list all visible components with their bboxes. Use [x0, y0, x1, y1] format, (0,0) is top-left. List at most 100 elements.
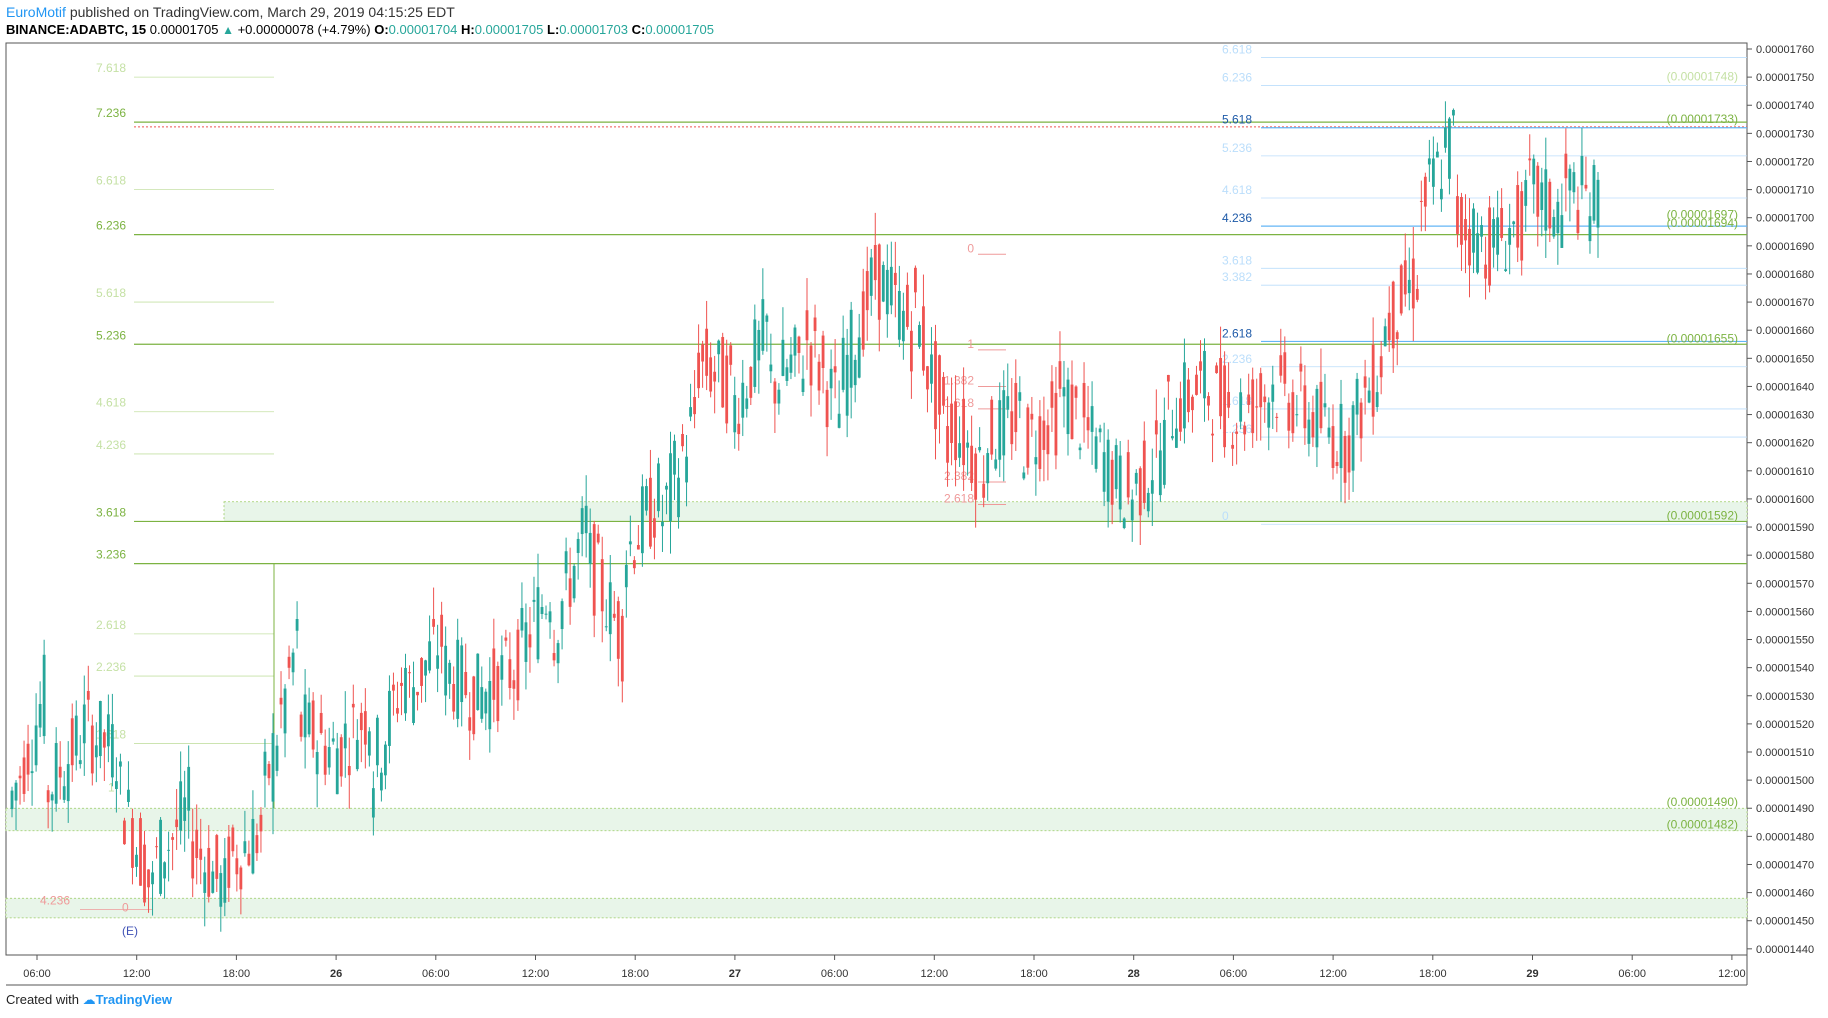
candle-body: [532, 599, 536, 602]
candle-body: [1331, 426, 1335, 468]
price-level-label: (0.00001490): [1667, 795, 1738, 809]
candle-body: [1006, 396, 1010, 410]
candle-body: [404, 667, 407, 714]
candle-body: [1347, 435, 1351, 473]
price-change: +0.00000078 (+4.79%): [237, 22, 371, 37]
candle-body: [347, 766, 351, 776]
candle-body: [600, 559, 604, 612]
candle-body: [926, 366, 929, 390]
candle-body: [725, 355, 729, 424]
candle-body: [1263, 396, 1267, 403]
candle-body: [877, 244, 881, 320]
candle-body: [1018, 392, 1022, 401]
x-tick-label: 12:00: [921, 968, 949, 980]
candle-body: [693, 396, 696, 415]
candle-body: [677, 477, 680, 518]
fib-mid-label: 2.382: [944, 469, 974, 483]
candle-body: [291, 652, 295, 673]
candle-body: [757, 329, 761, 361]
candle-body: [749, 366, 753, 398]
candle-body: [58, 766, 62, 778]
candle-body: [1383, 326, 1387, 347]
candle-body: [930, 354, 933, 384]
fib-level-label: 6.618: [96, 174, 126, 188]
price-level-label: (0.00001733): [1667, 112, 1738, 126]
event-marker: (E): [122, 924, 138, 938]
candle-body: [327, 747, 331, 768]
candle-body: [106, 714, 110, 747]
y-tick-label: 0.00001710: [1756, 185, 1814, 197]
candle-body: [1339, 403, 1343, 469]
x-tick-label: 27: [729, 968, 741, 980]
candle-body: [881, 264, 885, 302]
price-level-label: (0.00001592): [1667, 508, 1738, 522]
candle-body: [1532, 158, 1536, 185]
candle-body: [102, 732, 106, 748]
candle-body: [267, 763, 271, 779]
candle-body: [271, 733, 275, 802]
candle-body: [1584, 184, 1588, 189]
candle-body: [1484, 264, 1487, 279]
candle-body: [865, 271, 869, 311]
candle-body: [151, 872, 154, 885]
candle-body: [954, 401, 957, 461]
candle-body: [914, 267, 917, 293]
candle-body: [392, 684, 395, 691]
candle-body: [1500, 208, 1504, 238]
x-tick-label: 06:00: [422, 968, 450, 980]
candle-body: [817, 361, 821, 391]
x-tick-label: 18:00: [1419, 968, 1447, 980]
candle-body: [628, 541, 632, 545]
candle-body: [1166, 374, 1170, 382]
candle-body: [82, 704, 86, 744]
candle-body: [375, 717, 379, 766]
candle-body: [74, 715, 78, 756]
candle-body: [1476, 233, 1479, 273]
candle-body: [1423, 176, 1427, 207]
candle-body: [1211, 433, 1214, 436]
candle-body: [468, 717, 472, 731]
tradingview-brand[interactable]: TradingView: [95, 992, 172, 1007]
candle-body: [1050, 381, 1054, 408]
x-tick-label: 12:00: [1718, 968, 1746, 980]
candle-body: [167, 849, 171, 851]
candle-body: [416, 691, 419, 696]
publish-info: EuroMotif published on TradingView.com, …: [6, 4, 455, 20]
candle-body: [966, 442, 970, 448]
fib-mid-label: 1: [967, 337, 974, 351]
candle-body: [897, 290, 901, 340]
candle-body: [388, 690, 391, 746]
candle-body: [970, 445, 974, 483]
candle-body: [432, 618, 436, 627]
candle-body: [187, 766, 191, 811]
candle-body: [215, 835, 219, 879]
candle-body: [1122, 518, 1126, 528]
candle-body: [653, 518, 656, 538]
x-tick-label: 06:00: [821, 968, 849, 980]
author-link[interactable]: EuroMotif: [6, 4, 66, 20]
candle-body: [424, 660, 427, 676]
candle-body: [1536, 165, 1540, 217]
candle-body: [1146, 492, 1150, 512]
candle-body: [1427, 158, 1431, 165]
fib-level-label: 6.236: [96, 219, 126, 233]
candle-body: [789, 354, 793, 373]
candle-body: [524, 622, 528, 662]
candle-body: [1187, 379, 1190, 413]
candle-body: [1126, 452, 1130, 498]
candle-body: [1026, 407, 1030, 468]
fib-level-label: 2.236: [96, 660, 126, 674]
candle-body: [400, 682, 403, 686]
candle-body: [488, 681, 492, 730]
candle-body: [1528, 158, 1532, 161]
candle-body: [231, 827, 235, 852]
high-value: 0.00001705: [474, 22, 544, 37]
candle-body: [1387, 312, 1391, 341]
y-tick-label: 0.00001730: [1756, 128, 1814, 140]
candle-body: [283, 688, 287, 734]
x-tick-label: 12:00: [1319, 968, 1347, 980]
candle-body: [624, 564, 628, 588]
y-tick-label: 0.00001530: [1756, 691, 1814, 703]
y-tick-label: 0.00001560: [1756, 606, 1814, 618]
